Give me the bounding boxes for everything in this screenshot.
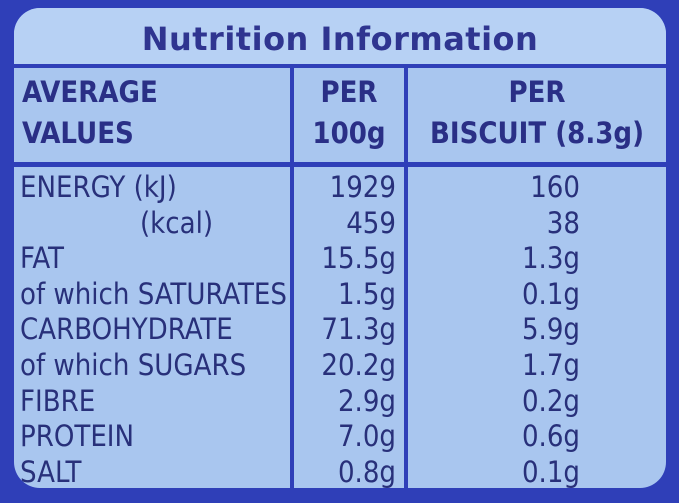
- value-per-100g: 15.5g: [321, 241, 396, 276]
- table-row: SALT 0.8g 0.1g: [14, 455, 666, 488]
- value-per-biscuit: 5.9g: [521, 312, 580, 347]
- header-per100-line1: PER: [320, 75, 378, 109]
- nutrient-name: of which SUGARS: [20, 348, 247, 382]
- value-per-biscuit: 0.1g: [521, 276, 580, 311]
- rule-under-header: [14, 162, 666, 167]
- header-perbiscuit-line2: BISCUIT (8.3g): [429, 116, 645, 150]
- nutrient-name: FIBRE: [20, 383, 96, 418]
- value-per-100g: 1929: [329, 170, 396, 204]
- value-per-biscuit: 0.6g: [521, 419, 580, 454]
- nutrition-panel: Nutrition Information AVERAGE VALUES PER…: [14, 8, 666, 488]
- value-per-biscuit: 0.1g: [521, 454, 580, 488]
- value-per-biscuit: 0.2g: [521, 383, 580, 418]
- header-per100-line2: 100g: [312, 116, 386, 150]
- nutrient-name: FAT: [20, 241, 64, 276]
- value-per-biscuit: 160: [530, 170, 580, 204]
- nutrient-name: (kcal): [140, 205, 214, 240]
- value-per-biscuit: 1.3g: [521, 241, 580, 276]
- rule-under-title: [14, 64, 666, 68]
- nutrient-name: ENERGY (kJ): [20, 170, 177, 204]
- value-per-100g: 2.9g: [337, 383, 396, 418]
- nutrient-name: of which SATURATES: [20, 276, 287, 311]
- nutrient-name: PROTEIN: [20, 419, 135, 454]
- table-row: of which SATURATES 1.5g 0.1g: [14, 277, 666, 311]
- column-divider-2: [404, 66, 408, 488]
- panel-title: Nutrition Information: [141, 20, 539, 58]
- table-row: PROTEIN 7.0g 0.6g: [14, 419, 666, 453]
- nutrient-name: SALT: [20, 454, 82, 488]
- value-per-biscuit: 1.7g: [521, 348, 580, 382]
- header-average-line1: AVERAGE: [22, 75, 158, 109]
- table-row: of which SUGARS 20.2g 1.7g: [14, 348, 666, 382]
- value-per-100g: 7.0g: [337, 419, 396, 454]
- value-per-100g: 1.5g: [337, 276, 396, 311]
- header-perbiscuit-line1: PER: [508, 75, 566, 109]
- title-band: [14, 8, 666, 66]
- table-row: FAT 15.5g 1.3g: [14, 241, 666, 275]
- table-row: ENERGY (kJ) 1929 160: [14, 170, 666, 204]
- value-per-biscuit: 38: [546, 205, 580, 240]
- value-per-100g: 20.2g: [321, 348, 396, 382]
- value-per-100g: 459: [346, 205, 396, 240]
- value-per-100g: 0.8g: [337, 454, 396, 488]
- value-per-100g: 71.3g: [321, 312, 396, 347]
- table-row: (kcal) 459 38: [14, 206, 666, 240]
- header-average-line2: VALUES: [22, 116, 134, 150]
- table-row: FIBRE 2.9g 0.2g: [14, 384, 666, 418]
- column-divider-1: [290, 66, 294, 488]
- nutrient-name: CARBOHYDRATE: [20, 312, 233, 347]
- table-row: CARBOHYDRATE 71.3g 5.9g: [14, 312, 666, 346]
